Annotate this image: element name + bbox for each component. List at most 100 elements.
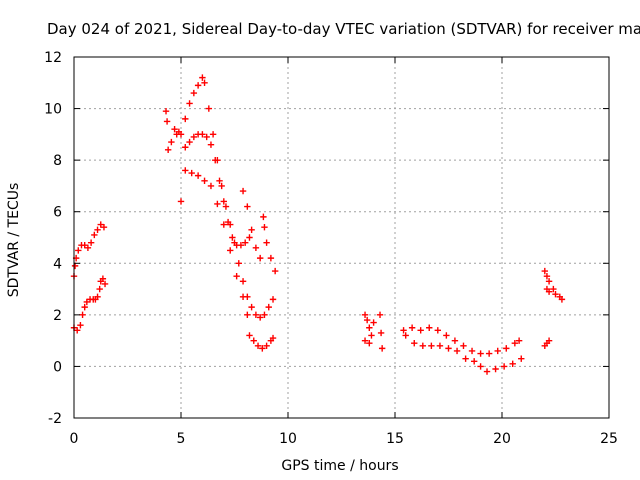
y-axis-label: SDTVAR / TECUs	[6, 183, 22, 298]
data-point	[84, 244, 92, 252]
data-point	[96, 285, 103, 293]
data-point	[77, 321, 84, 329]
data-point	[518, 355, 525, 362]
data-point	[468, 347, 476, 355]
data-point	[162, 107, 170, 115]
data-point	[79, 311, 86, 319]
data-point	[445, 345, 452, 352]
series-group	[400, 324, 523, 357]
data-point	[222, 203, 230, 210]
data-point	[199, 74, 206, 81]
data-point	[250, 337, 257, 344]
data-point	[494, 347, 501, 355]
data-point	[265, 303, 272, 311]
data-point	[267, 254, 275, 262]
data-point	[182, 167, 189, 174]
data-point	[402, 332, 409, 339]
y-tick-label: 4	[53, 256, 62, 272]
data-point	[269, 334, 277, 342]
data-point	[177, 198, 185, 205]
data-point	[417, 327, 424, 334]
data-point	[239, 278, 247, 285]
data-point	[408, 324, 416, 331]
data-point	[509, 360, 516, 368]
data-point	[207, 182, 215, 190]
data-point	[462, 355, 469, 362]
data-point	[263, 342, 270, 349]
data-point	[75, 247, 82, 254]
data-point	[552, 291, 559, 298]
series-group	[239, 187, 279, 275]
data-point	[436, 342, 444, 349]
data-point	[370, 319, 377, 326]
data-point	[205, 105, 213, 112]
data-point	[500, 363, 508, 370]
data-point	[271, 267, 279, 275]
series-group	[361, 311, 386, 352]
data-point	[545, 278, 553, 285]
data-point	[216, 177, 223, 184]
data-point	[263, 239, 270, 246]
chart-title: Day 024 of 2021, Sidereal Day-to-day VTE…	[47, 20, 640, 38]
data-point	[256, 314, 264, 321]
data-point	[248, 303, 255, 311]
data-point	[460, 342, 467, 349]
data-point	[235, 260, 242, 267]
x-tick-label: 15	[386, 431, 404, 447]
data-point	[171, 126, 178, 133]
plot-frame	[73, 56, 610, 419]
x-axis-label: GPS time / hours	[281, 458, 398, 474]
data-point	[231, 239, 238, 246]
series-group	[541, 267, 566, 349]
data-point	[201, 79, 208, 86]
data-point	[94, 293, 101, 301]
x-tick-label: 25	[600, 431, 618, 447]
data-point	[99, 275, 107, 282]
data-point	[239, 187, 247, 195]
x-tick-label: 20	[493, 431, 511, 447]
data-point	[186, 100, 193, 107]
data-point	[259, 345, 266, 352]
data-point	[214, 156, 221, 164]
data-point	[233, 272, 240, 280]
data-point	[492, 365, 499, 373]
series-group	[182, 167, 251, 319]
data-point	[545, 288, 553, 295]
data-point	[91, 231, 98, 239]
data-point	[366, 324, 373, 331]
y-tick-label: 10	[44, 102, 62, 118]
x-tick-label: 0	[70, 431, 79, 447]
data-point	[545, 337, 553, 344]
data-point	[229, 234, 236, 241]
data-point	[411, 340, 418, 347]
data-point	[227, 221, 234, 228]
data-point	[182, 115, 189, 123]
data-point	[477, 350, 484, 357]
data-point	[220, 198, 227, 205]
data-point	[207, 141, 215, 148]
data-point	[237, 242, 245, 249]
data-point	[269, 296, 277, 303]
data-point	[485, 350, 493, 357]
data-point	[261, 311, 268, 319]
data-point	[558, 296, 566, 303]
data-point	[177, 131, 185, 138]
data-point	[242, 239, 249, 246]
grid	[74, 57, 609, 418]
series-group	[177, 74, 277, 321]
data-point	[470, 358, 478, 365]
data-point	[168, 138, 175, 146]
data-point	[503, 345, 510, 352]
data-point	[376, 311, 384, 319]
data-point	[201, 177, 208, 184]
data-point	[163, 118, 171, 125]
data-point	[186, 138, 193, 146]
data-point	[188, 169, 195, 177]
data-point	[97, 221, 104, 228]
data-point	[203, 133, 210, 141]
data-point	[214, 200, 221, 208]
data-point	[246, 332, 253, 339]
data-point	[94, 226, 101, 233]
data-point	[227, 247, 234, 254]
data-point	[511, 340, 519, 347]
